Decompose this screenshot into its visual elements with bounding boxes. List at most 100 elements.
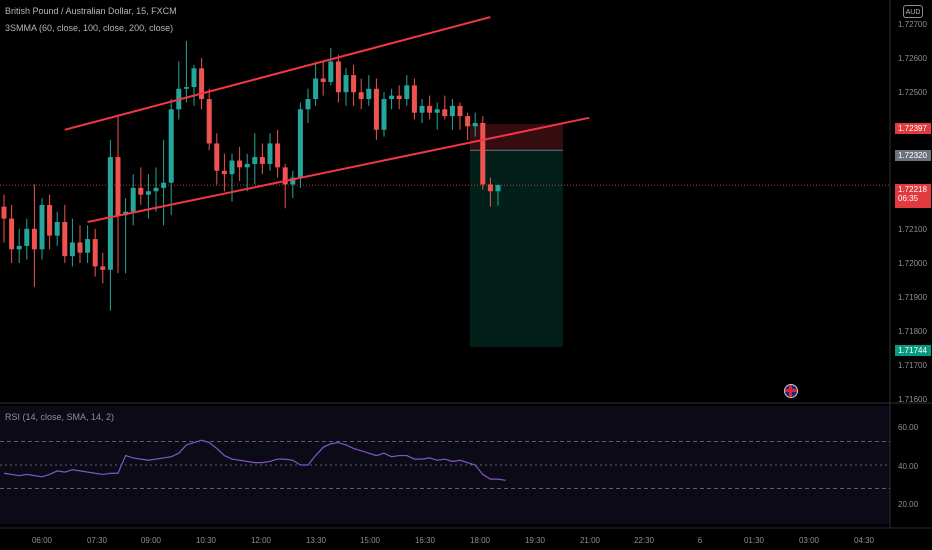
candle-body [320,78,326,82]
time-tick: 10:30 [195,536,217,545]
currency-badge[interactable]: AUD [903,5,923,18]
candle-body [495,185,501,192]
price-tick: 1.72700 [898,20,927,29]
candle-body [267,143,273,164]
time-tick: 07:30 [86,536,108,545]
candle-body [487,184,493,192]
candle-body [100,266,106,270]
candle-body [54,221,60,236]
candle-body [16,245,22,250]
candle-body [229,160,235,175]
indicator-legend[interactable]: 3SMMA (60, close, 100, close, 200, close… [5,23,174,33]
stop-price-tag: 1.72397 [895,123,931,134]
target-price-tag: 1.71744 [895,345,931,356]
time-tick: 21:00 [579,536,601,545]
candle-body [457,105,463,117]
candle-body [389,95,395,100]
time-tick: 01:30 [743,536,765,545]
candle-body [183,87,189,89]
candle-body [282,167,288,185]
candle-body [199,68,205,100]
bar-countdown: 06:35 [898,194,919,203]
rsi-tick: 40.00 [898,462,919,471]
candle-body [31,228,37,250]
candle-body [115,157,121,216]
position-tool[interactable] [0,123,890,347]
candle-body [206,99,212,144]
candle-body [373,88,379,130]
time-tick: 15:00 [359,536,381,545]
candle-body [92,239,98,267]
candle-body [138,187,144,195]
time-tick: 09:00 [140,536,162,545]
time-tick: 03:00 [798,536,820,545]
candle-body [9,218,15,250]
candle-body [313,78,319,100]
candle-body [381,99,387,130]
candle-body [191,68,197,88]
time-tick: 16:30 [414,536,436,545]
candle-body [39,204,45,250]
time-tick: 19:30 [524,536,546,545]
candle-body [465,116,471,127]
time-tick: 18:00 [469,536,491,545]
rsi-tick: 20.00 [898,500,919,509]
uk-flag-event-icon[interactable] [784,384,798,398]
candle-body [161,182,167,188]
price-tick: 1.72500 [898,88,927,97]
price-tick: 1.72000 [898,259,927,268]
candle-body [396,95,402,100]
time-tick: 12:00 [250,536,272,545]
candle-body [480,122,486,185]
candle-body [472,122,478,127]
price-tick: 1.71900 [898,293,927,302]
candle-body [419,105,425,113]
price-tick: 1.72600 [898,54,927,63]
last-price-value: 1.72218 [898,185,927,194]
take-profit-zone [470,150,563,347]
candle-body [351,75,357,93]
candle-body [153,187,159,192]
price-tick: 1.72100 [898,225,927,234]
candle-body [404,85,410,100]
candle-body [214,143,220,171]
price-tick: 1.71800 [898,327,927,336]
candles-layer [1,40,501,311]
candle-body [411,85,417,113]
candle-body [305,99,311,110]
stop-loss-zone [470,123,563,151]
candle-body [130,187,136,212]
candle-body [145,191,151,195]
candle-body [449,105,455,117]
candle-body [434,109,440,113]
trendlines-layer[interactable] [64,16,590,223]
candle-body [343,75,349,93]
candle-body [244,163,250,168]
entry-price-tag: 1.72320 [895,150,931,161]
rsi-layer [0,439,890,489]
candle-body [366,88,372,100]
last-price-tag: 1.72218 06:35 [895,184,931,208]
candle-body [47,204,53,236]
candle-body [85,239,91,253]
rsi-line [3,439,506,481]
candle-body [442,109,448,117]
time-tick: 04:30 [853,536,875,545]
candle-body [290,177,296,185]
time-tick: 06:00 [31,536,53,545]
candle-body [427,105,433,113]
candle-body [335,61,341,93]
rsi-tick: 60.00 [898,423,919,432]
candle-body [259,157,265,164]
candle-body [221,170,227,175]
candle-body [252,157,258,164]
channel-trendline [87,116,590,223]
candle-body [328,61,334,82]
candle-body [358,92,364,100]
price-tick: 1.71600 [898,395,927,404]
rsi-legend[interactable]: RSI (14, close, SMA, 14, 2) [5,412,115,422]
candle-body [297,109,303,178]
candle-body [24,228,30,246]
symbol-title[interactable]: British Pound / Australian Dollar, 15, F… [5,6,177,16]
